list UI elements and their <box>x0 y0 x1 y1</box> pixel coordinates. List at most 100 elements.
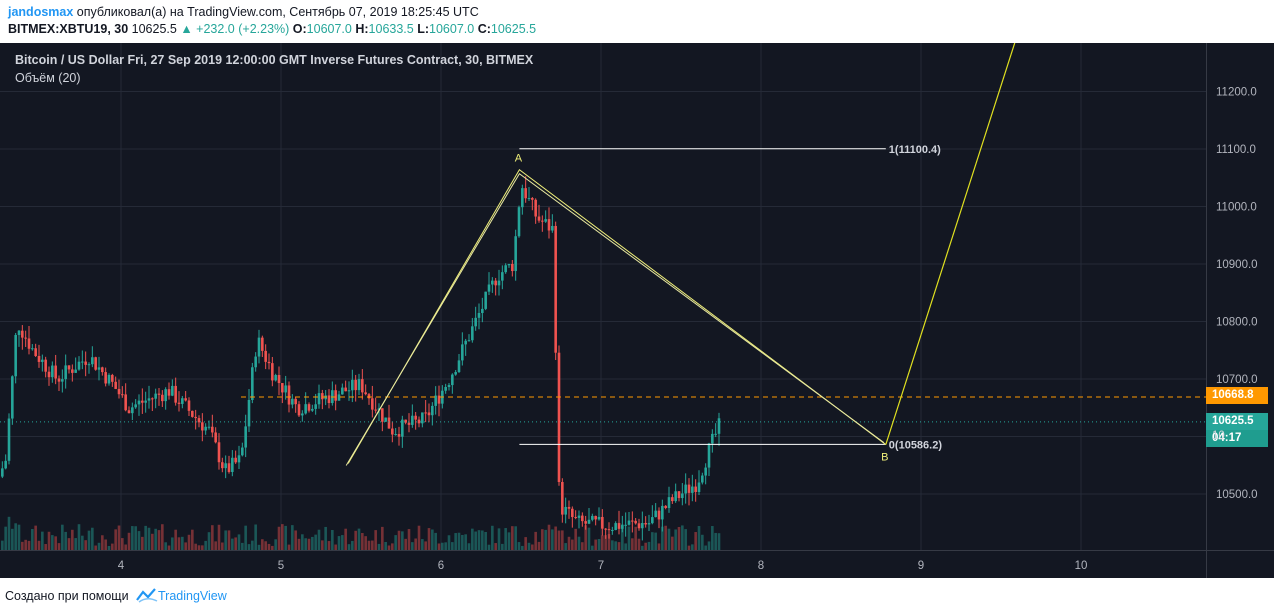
volume-bar <box>541 529 544 550</box>
volume-bar <box>631 538 634 550</box>
candle-body <box>194 416 197 419</box>
x-tick-label: 9 <box>918 560 924 572</box>
candle-body <box>67 365 71 370</box>
candle-body <box>237 455 241 463</box>
candle-body <box>91 357 94 365</box>
point-b-label: B <box>881 452 888 464</box>
candle-body <box>114 381 117 389</box>
candle-body <box>167 389 171 396</box>
candle-body <box>587 519 591 524</box>
candle-body <box>464 340 467 345</box>
volume-bar <box>411 542 414 550</box>
candle-body <box>694 486 697 492</box>
volume-bar <box>14 523 17 550</box>
candle-body <box>461 344 464 361</box>
volume-bar <box>267 543 271 550</box>
volume-bar <box>317 529 321 550</box>
candle-body <box>124 394 127 411</box>
volume-bar <box>157 530 161 550</box>
legend-detail: Fri, 27 Sep 2019 12:00:00 GMT Inverse Fu… <box>127 53 534 67</box>
candle-body <box>551 225 554 231</box>
candle-body <box>47 371 51 378</box>
volume-bar <box>427 528 431 550</box>
volume-bar <box>147 527 151 550</box>
y-tick-label: 11100.0 <box>1216 144 1256 156</box>
candle-body <box>504 265 507 273</box>
candle-body <box>31 348 34 350</box>
volume-bar <box>547 524 551 550</box>
volume-bar <box>261 539 264 550</box>
volume-bar <box>671 536 674 550</box>
candle-body <box>287 385 291 405</box>
volume-bar <box>377 543 381 550</box>
volume-bar <box>634 526 637 550</box>
volume-bar <box>217 524 221 550</box>
candle-body <box>351 379 354 391</box>
candle-body <box>631 520 634 522</box>
volume-bar <box>214 541 217 550</box>
volume-bar <box>421 539 424 550</box>
volume-bar <box>684 529 687 550</box>
x-tick-label: 8 <box>758 560 764 572</box>
volume-bar <box>597 539 601 550</box>
volume-bar <box>481 530 484 550</box>
volume-bar <box>511 526 514 550</box>
volume-bar <box>694 532 697 550</box>
tradingview-logo-icon[interactable] <box>136 587 158 603</box>
candle-body <box>261 337 264 351</box>
candle-body <box>307 404 311 411</box>
x-tick-label: 6 <box>438 560 444 572</box>
volume-bar <box>67 538 71 550</box>
volume-bar <box>394 535 397 550</box>
candle-body <box>537 216 541 221</box>
candle-body <box>64 365 67 380</box>
open-label: O: <box>292 22 307 36</box>
candle-body <box>404 419 407 423</box>
candle-body <box>497 280 501 286</box>
volume-bar <box>471 528 474 550</box>
candle-body <box>204 426 207 431</box>
volume-bar <box>177 537 181 550</box>
volume-bar <box>241 542 244 550</box>
author-link[interactable]: jandosmax <box>8 5 74 19</box>
point-a-label: A <box>515 153 523 165</box>
candle-body <box>594 515 597 520</box>
candle-body <box>367 394 371 399</box>
footer-text: Создано при помощи <box>5 589 129 603</box>
tradingview-link[interactable]: TradingView <box>158 589 227 603</box>
volume-bar <box>564 543 567 550</box>
candle-body <box>311 408 314 411</box>
volume-bar <box>21 541 24 550</box>
volume-bar <box>121 538 124 550</box>
volume-bar <box>164 542 167 550</box>
volume-bar <box>611 540 614 550</box>
volume-bar <box>691 544 694 550</box>
volume-bar <box>154 528 157 550</box>
volume-bar <box>714 532 717 550</box>
candle-body <box>667 497 671 508</box>
last-price: 10625.5 <box>131 22 177 36</box>
volume-bar <box>464 534 467 550</box>
candle-body <box>371 398 374 410</box>
volume-bar <box>97 542 101 550</box>
volume-bar <box>197 545 201 550</box>
candle-body <box>271 363 274 381</box>
volume-bar <box>384 541 387 550</box>
candle-body <box>601 516 604 529</box>
volume-bar <box>711 526 714 550</box>
candle-body <box>1 468 4 477</box>
volume-bar <box>234 537 237 550</box>
candle-body <box>327 395 331 404</box>
volume-bar <box>144 525 147 550</box>
volume-bar <box>687 545 691 550</box>
candle-body <box>61 379 64 382</box>
volume-bar <box>674 529 677 550</box>
candle-body <box>677 491 681 499</box>
price-chart[interactable]: 10500.010600.010700.010800.010900.011000… <box>0 43 1274 578</box>
volume-bar <box>704 545 707 550</box>
volume-bar <box>171 537 174 550</box>
chart-area[interactable]: 10500.010600.010700.010800.010900.011000… <box>0 43 1274 578</box>
volume-bar <box>274 539 277 550</box>
candle-body <box>411 415 414 425</box>
candle-body <box>34 348 37 357</box>
